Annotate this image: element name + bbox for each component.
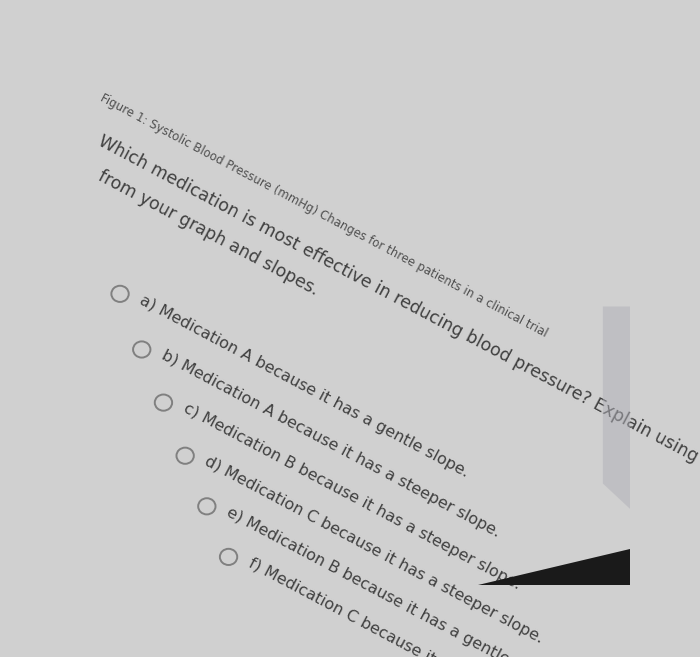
Text: e) Medication B because it has a gentle slope.: e) Medication B because it has a gentle … bbox=[224, 505, 559, 657]
Text: from your graph and slopes.: from your graph and slopes. bbox=[95, 168, 322, 300]
Text: b) Medication A because it has a steeper slope.: b) Medication A because it has a steeper… bbox=[159, 348, 503, 540]
Text: c) Medication B because it has a steeper slope.: c) Medication B because it has a steeper… bbox=[181, 401, 523, 593]
Text: d) Medication C because it has a steeper slope.: d) Medication C because it has a steeper… bbox=[202, 454, 546, 646]
Text: Figure 1: Systolic Blood Pressure (mmHg) Changes for three patients in a clinica: Figure 1: Systolic Blood Pressure (mmHg)… bbox=[98, 91, 550, 340]
Text: a) Medication A because it has a gentle slope.: a) Medication A because it has a gentle … bbox=[137, 292, 472, 480]
Polygon shape bbox=[603, 306, 630, 509]
Polygon shape bbox=[478, 549, 630, 585]
Text: f) Medication C because it has a gentle slope.: f) Medication C because it has a gentle … bbox=[246, 555, 577, 657]
Text: Which medication is most effective in reducing blood pressure? Explain using dat: Which medication is most effective in re… bbox=[95, 132, 700, 487]
